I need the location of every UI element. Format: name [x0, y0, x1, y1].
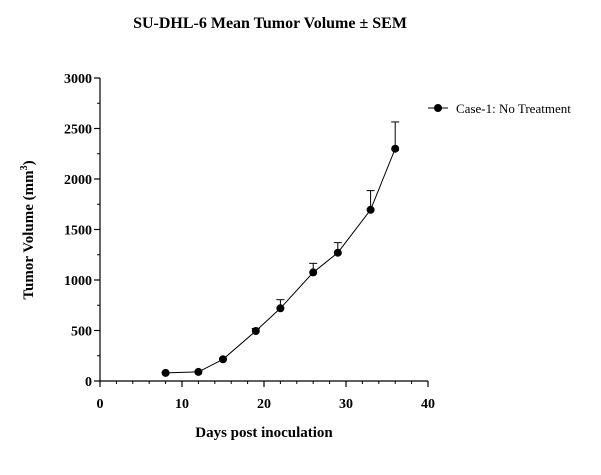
data-point: [333, 248, 342, 257]
y-tick-label: 2000: [64, 173, 92, 188]
data-point: [366, 205, 375, 214]
data-point: [251, 327, 260, 336]
series-line: [165, 148, 396, 374]
data-point: [276, 304, 285, 313]
y-axis: 0 500 1000 1500 2000 2500 3000: [64, 72, 101, 390]
legend: Case-1: No Treatment: [428, 101, 571, 116]
x-tick-label: 30: [339, 397, 353, 412]
data-point: [391, 144, 400, 153]
x-tick-label: 0: [97, 397, 104, 412]
x-tick-label: 40: [421, 397, 435, 412]
y-axis-label-superscript: 3: [19, 165, 30, 170]
legend-marker-swatch: [434, 104, 442, 112]
data-point: [309, 268, 318, 277]
y-tick-label: 1500: [64, 224, 92, 239]
y-axis-label-close: ): [21, 160, 37, 165]
data-point: [219, 355, 227, 364]
y-tick-label: 1000: [64, 274, 92, 289]
y-tick-label: 3000: [64, 72, 92, 87]
y-tick-label: 0: [85, 375, 92, 390]
x-axis-label: Days post inoculation: [195, 425, 333, 441]
x-tick-label: 20: [257, 397, 271, 412]
y-tick-label: 500: [71, 325, 92, 340]
x-axis: 0 10 20 30 40: [97, 380, 435, 412]
y-axis-label: Tumor Volume (mm3): [19, 160, 37, 299]
data-point: [194, 367, 203, 376]
y-axis-label-text: Tumor Volume (mm: [21, 170, 37, 300]
plot-area: [161, 121, 400, 377]
legend-label: Case-1: No Treatment: [456, 101, 571, 116]
data-point: [161, 368, 170, 377]
y-tick-label: 2500: [64, 123, 92, 138]
x-tick-label: 10: [175, 397, 189, 412]
chart-title: SU-DHL-6 Mean Tumor Volume ± SEM: [133, 15, 407, 32]
